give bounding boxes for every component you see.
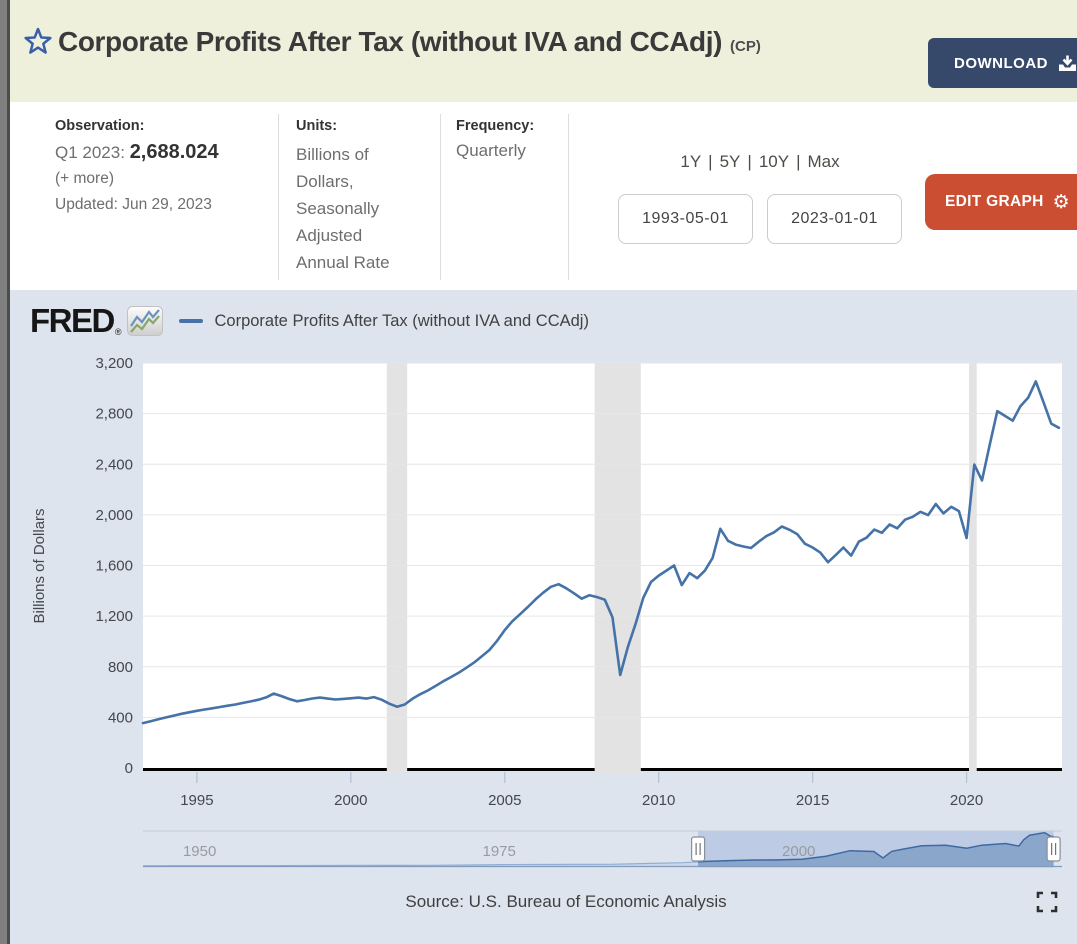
y-tick-label: 0 bbox=[125, 760, 133, 777]
minimap-area-selected bbox=[698, 832, 1054, 866]
download-icon bbox=[1059, 55, 1076, 71]
zoom-range-links: 1Y | 5Y | 10Y | Max bbox=[618, 152, 902, 172]
x-tick-label: 2015 bbox=[796, 792, 829, 809]
range-link-max[interactable]: Max bbox=[807, 152, 840, 171]
series-header: Corporate Profits After Tax (without IVA… bbox=[10, 0, 1077, 102]
x-tick-label: 2000 bbox=[334, 792, 367, 809]
y-tick-label: 2,800 bbox=[95, 406, 133, 423]
minimap-year-label: 1950 bbox=[183, 843, 216, 860]
x-tick-label: 2020 bbox=[950, 792, 983, 809]
units-value: Billions of Dollars, Seasonally Adjusted… bbox=[296, 145, 390, 272]
frequency-value: Quarterly bbox=[456, 141, 526, 160]
series-line[interactable] bbox=[141, 380, 1061, 725]
range-separator: | bbox=[708, 152, 713, 171]
edit-graph-label: EDIT GRAPH bbox=[945, 193, 1044, 210]
minimap-left-handle[interactable] bbox=[691, 836, 706, 862]
end-date-input[interactable] bbox=[767, 194, 902, 244]
legend-label: Corporate Profits After Tax (without IVA… bbox=[214, 311, 589, 330]
range-separator: | bbox=[747, 152, 752, 171]
legend-line-swatch bbox=[179, 319, 204, 323]
x-tick-label: 1995 bbox=[180, 792, 213, 809]
recession-band bbox=[969, 363, 977, 773]
date-range-controls: 1Y | 5Y | 10Y | Max bbox=[618, 152, 902, 244]
minimap-year-label: 2000 bbox=[782, 843, 815, 860]
x-tick-label: 2010 bbox=[642, 792, 675, 809]
minimap-line-outside bbox=[143, 861, 699, 867]
more-observations-link[interactable]: (+ more) bbox=[55, 170, 114, 187]
line-chart[interactable]: 0 400 800 1,200 1,600 2,000 2,400 2,800 3,200 199… bbox=[10, 290, 1077, 944]
info-bar: Observation: Q1 2023: 2,688.024 (+ more)… bbox=[10, 102, 1077, 290]
y-tick-label: 400 bbox=[108, 709, 133, 726]
gear-icon: ⚙ bbox=[1052, 190, 1070, 213]
y-tick-label: 3,200 bbox=[95, 355, 133, 372]
observation-value: 2,688.024 bbox=[129, 141, 219, 163]
y-axis-title: Billions of Dollars bbox=[31, 508, 48, 623]
chart-header-row: FRED ® Corporate Profits After Tax (witho… bbox=[30, 302, 589, 340]
page-title: Corporate Profits After Tax (without IVA… bbox=[58, 26, 761, 58]
source-text: Source: U.S. Bureau of Economic Analysis bbox=[405, 892, 727, 911]
start-date-input[interactable] bbox=[618, 194, 753, 244]
y-tick-label: 1,600 bbox=[95, 558, 133, 575]
y-tick-label: 2,400 bbox=[95, 456, 133, 473]
registered-mark: ® bbox=[114, 327, 122, 337]
x-tick-label: 2005 bbox=[488, 792, 521, 809]
series-id: (CP) bbox=[730, 38, 761, 55]
edit-graph-button[interactable]: EDIT GRAPH ⚙ bbox=[925, 174, 1077, 230]
fred-logo-chart-icon bbox=[127, 306, 164, 336]
series-title-text: Corporate Profits After Tax (without IVA… bbox=[58, 26, 723, 57]
units-block: Units: Billions of Dollars, Seasonally A… bbox=[296, 118, 414, 276]
recession-band bbox=[386, 363, 408, 773]
window-edge bbox=[0, 0, 10, 944]
y-tick-label: 2,000 bbox=[95, 507, 133, 524]
minimap-line-selected bbox=[698, 831, 1054, 863]
units-label: Units: bbox=[296, 118, 338, 134]
observation-period: Q1 2023: bbox=[55, 143, 125, 162]
download-button[interactable]: DOWNLOAD bbox=[928, 38, 1077, 88]
recession-band bbox=[594, 363, 641, 773]
observation-label: Observation: bbox=[55, 118, 145, 134]
fullscreen-icon[interactable] bbox=[1036, 891, 1058, 913]
range-link-5y[interactable]: 5Y bbox=[719, 152, 741, 171]
download-button-label: DOWNLOAD bbox=[954, 54, 1048, 72]
range-separator: | bbox=[796, 152, 801, 171]
updated-date: Updated: Jun 29, 2023 bbox=[55, 196, 212, 213]
divider bbox=[568, 114, 569, 280]
favorite-star-icon[interactable] bbox=[24, 27, 52, 57]
range-link-10y[interactable]: 10Y bbox=[758, 152, 790, 171]
chart-legend: Corporate Profits After Tax (without IVA… bbox=[179, 311, 589, 331]
y-tick-label: 800 bbox=[108, 659, 133, 676]
minimap-right-handle[interactable] bbox=[1046, 836, 1061, 862]
observation-block: Observation: Q1 2023: 2,688.024 (+ more)… bbox=[55, 118, 275, 214]
fred-logo[interactable]: FRED bbox=[30, 302, 115, 339]
chart-section: 0 400 800 1,200 1,600 2,000 2,400 2,800 3,200 199… bbox=[10, 290, 1077, 944]
minimap-year-label: 1975 bbox=[482, 843, 515, 860]
frequency-block: Frequency: Quarterly bbox=[456, 118, 566, 161]
divider bbox=[278, 114, 279, 280]
range-link-1y[interactable]: 1Y bbox=[680, 152, 702, 171]
frequency-label: Frequency: bbox=[456, 118, 535, 134]
divider bbox=[440, 114, 441, 280]
y-tick-label: 1,200 bbox=[95, 608, 133, 625]
